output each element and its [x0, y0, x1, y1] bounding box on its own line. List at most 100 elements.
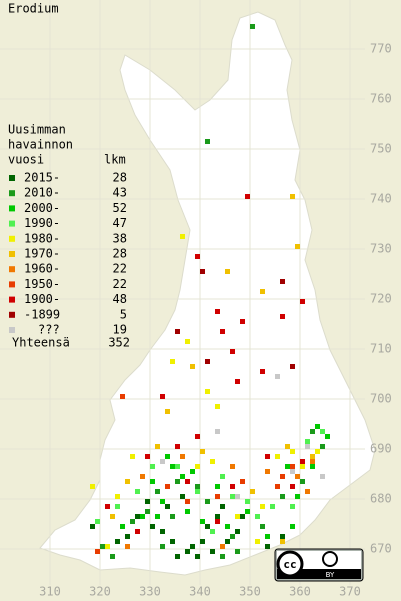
observation-square: [225, 539, 230, 544]
legend-swatch: [9, 296, 15, 303]
cc-circle: [276, 550, 304, 578]
observation-square: [215, 484, 220, 489]
x-tick-label: 340: [189, 585, 211, 599]
legend-count-heading: lkm: [104, 153, 126, 167]
legend-swatch: [9, 281, 15, 288]
legend-label: ???: [38, 323, 60, 337]
legend-count: 5: [120, 307, 127, 321]
observation-square: [290, 449, 295, 454]
legend-label: 1990-: [24, 216, 60, 230]
observation-square: [160, 499, 165, 504]
observation-square: [195, 434, 200, 439]
observation-square: [105, 504, 110, 509]
observation-square: [135, 514, 140, 519]
observation-square: [145, 499, 150, 504]
observation-square: [105, 544, 110, 549]
y-tick-label: 750: [370, 142, 392, 156]
observation-square: [290, 194, 295, 199]
observation-square: [320, 429, 325, 434]
legend-heading: Uusimman: [8, 123, 66, 137]
observation-square: [135, 489, 140, 494]
observation-square: [280, 314, 285, 319]
legend-label: 2010-: [24, 186, 60, 200]
observation-square: [115, 504, 120, 509]
observation-square: [310, 464, 315, 469]
observation-square: [225, 269, 230, 274]
observation-square: [175, 479, 180, 484]
observation-square: [290, 364, 295, 369]
observation-square: [200, 449, 205, 454]
observation-square: [300, 479, 305, 484]
observation-square: [145, 454, 150, 459]
observation-square: [250, 24, 255, 29]
observation-square: [140, 474, 145, 479]
observation-square: [120, 524, 125, 529]
observation-square: [230, 464, 235, 469]
observation-square: [205, 139, 210, 144]
observation-square: [130, 454, 135, 459]
observation-square: [235, 379, 240, 384]
observation-square: [140, 514, 145, 519]
observation-square: [265, 544, 270, 549]
legend-swatch: [9, 251, 15, 257]
observation-square: [190, 544, 195, 549]
legend-total-label: Yhteensä: [12, 336, 70, 350]
observation-square: [180, 454, 185, 459]
observation-square: [275, 374, 280, 379]
observation-square: [215, 404, 220, 409]
observation-square: [280, 494, 285, 499]
observation-square: [165, 484, 170, 489]
observation-square: [210, 459, 215, 464]
observation-square: [245, 499, 250, 504]
legend-swatch: [9, 205, 15, 212]
observation-square: [240, 479, 245, 484]
observation-square: [150, 464, 155, 469]
observation-square: [290, 484, 295, 489]
x-tick-label: 350: [239, 585, 261, 599]
cc-text: cc: [283, 558, 296, 571]
observation-square: [175, 554, 180, 559]
y-tick-label: 700: [370, 392, 392, 406]
observation-square: [210, 529, 215, 534]
observation-square: [315, 424, 320, 429]
by-icon: [322, 551, 338, 567]
observation-square: [90, 484, 95, 489]
observation-square: [195, 554, 200, 559]
observation-square: [190, 469, 195, 474]
observation-square: [175, 464, 180, 469]
observation-square: [215, 514, 220, 519]
observation-square: [185, 509, 190, 514]
y-tick-label: 720: [370, 292, 392, 306]
observation-square: [230, 349, 235, 354]
observation-square: [205, 499, 210, 504]
observation-square: [185, 499, 190, 504]
legend-swatch: [9, 327, 15, 333]
observation-square: [280, 539, 285, 544]
observation-square: [265, 469, 270, 474]
legend-label: 1900-: [24, 292, 60, 306]
observation-square: [220, 554, 225, 559]
legend-swatch: [9, 235, 15, 242]
observation-square: [220, 504, 225, 509]
observation-square: [255, 539, 260, 544]
observation-square: [175, 444, 180, 449]
legend-heading: vuosi: [8, 153, 44, 167]
observation-square: [280, 474, 285, 479]
observation-square: [180, 474, 185, 479]
observation-square: [215, 309, 220, 314]
observation-square: [285, 464, 290, 469]
observation-square: [290, 504, 295, 509]
observation-square: [145, 509, 150, 514]
legend-total: 352: [108, 336, 130, 350]
observation-square: [295, 474, 300, 479]
observation-square: [225, 524, 230, 529]
observation-square: [300, 459, 305, 464]
y-tick-label: 730: [370, 242, 392, 256]
observation-square: [240, 319, 245, 324]
observation-square: [325, 434, 330, 439]
legend-swatch: [9, 220, 15, 227]
observation-square: [205, 359, 210, 364]
legend-swatch: [9, 311, 15, 318]
observation-square: [310, 429, 315, 434]
